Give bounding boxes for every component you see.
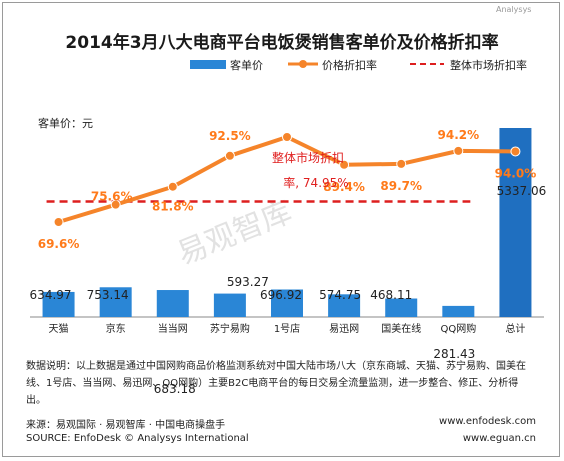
bar-value-label-1: 753.14 <box>87 288 129 302</box>
market-annotation-line2: 率, 74.95% <box>283 175 348 190</box>
legend: 客单价 价格折扣率 整体市场折扣率 <box>190 58 527 72</box>
category-label-5: 易迅网 <box>329 323 359 335</box>
bar-value-label-8: 5337.06 <box>497 184 547 198</box>
corner-mark: Analysys <box>496 5 531 14</box>
bar-8 <box>499 128 532 317</box>
category-label-8: 总计 <box>505 322 525 335</box>
discount-point-5 <box>339 159 350 170</box>
discount-point-0 <box>53 217 64 227</box>
bar-1 <box>99 287 132 317</box>
legend-label-bar: 客单价 <box>230 58 263 72</box>
category-label-0: 天猫 <box>49 322 69 335</box>
source-cn: 来源：易观国际 · 易观智库 · 中国电商操盘手 <box>26 420 226 431</box>
bar-series <box>42 128 532 317</box>
bar-value-label-4: 696.92 <box>260 288 302 302</box>
discount-point-4 <box>282 132 292 142</box>
bar-value-label-6: 468.11 <box>370 288 412 302</box>
category-label-2: 当当网 <box>158 322 188 335</box>
bar-value-label-7: 281.43 <box>433 347 475 361</box>
discount-point-6 <box>396 158 407 169</box>
bar-value-label-2: 683.18 <box>154 382 196 396</box>
discount-label-3: 92.5% <box>209 129 251 143</box>
bar-4 <box>271 289 303 317</box>
url-enfodesk: www.enfodesk.com <box>439 416 536 427</box>
discount-point-7 <box>453 145 464 156</box>
category-label-3: 苏宁易购 <box>210 322 250 335</box>
discount-point-1 <box>110 199 121 210</box>
discount-label-2: 81.8% <box>152 200 194 214</box>
category-label-6: 国美在线 <box>381 322 421 335</box>
chart-title: 2014年3月八大电商平台电饭煲销售客单价及价格折扣率 <box>65 32 498 53</box>
bar-0 <box>42 291 75 317</box>
bar-7 <box>442 305 475 317</box>
discount-label-8: 94.0% <box>495 166 537 180</box>
discount-value-labels: 69.6% 75.6% 81.8% 92.5% 89.4% 89.7% 94.2% 94.0% <box>38 128 537 251</box>
bar-2 <box>156 290 189 317</box>
category-labels: 天猫 京东 当当网 苏宁易购 1号店 易迅网 国美在线 QQ网购 总计 <box>49 322 526 335</box>
bar-value-label-3: 593.27 <box>227 275 269 289</box>
legend-label-market: 整体市场折扣率 <box>450 58 527 72</box>
discount-point-2 <box>167 181 178 192</box>
category-label-7: QQ网购 <box>440 322 476 335</box>
discount-point-3 <box>224 150 235 161</box>
legend-swatch-line-marker <box>299 60 307 68</box>
discount-label-6: 89.7% <box>380 179 422 193</box>
category-label-1: 京东 <box>106 322 126 335</box>
discount-label-1: 75.6% <box>91 190 133 204</box>
bar-value-label-5: 574.75 <box>319 288 361 302</box>
discount-label-5: 89.4% <box>323 180 365 194</box>
bar-5 <box>328 294 361 317</box>
bar-value-label-0: 634.97 <box>30 288 72 302</box>
data-note: 数据说明：以上数据是通过中国网购商品价格监测系统对中国大陆市场八大（京东商城、天… <box>26 361 526 406</box>
discount-line-series <box>53 132 521 227</box>
market-annotation-line1: 整体市场折扣 <box>272 150 344 165</box>
source-en: SOURCE: EnfoDesk © Analysys Internationa… <box>26 433 249 444</box>
url-eguan: www.eguan.cn <box>462 433 536 444</box>
legend-swatch-bar <box>190 60 226 69</box>
category-label-4: 1号店 <box>274 322 300 335</box>
discount-label-7: 94.2% <box>438 128 480 142</box>
chart-frame <box>2 2 560 457</box>
discount-label-0: 69.6% <box>38 237 80 251</box>
discount-point-8 <box>510 146 521 157</box>
bar-6 <box>385 298 418 317</box>
bar-3 <box>213 293 246 317</box>
legend-label-line: 价格折扣率 <box>322 58 377 72</box>
y-axis-unit: 客单价：元 <box>38 116 93 130</box>
